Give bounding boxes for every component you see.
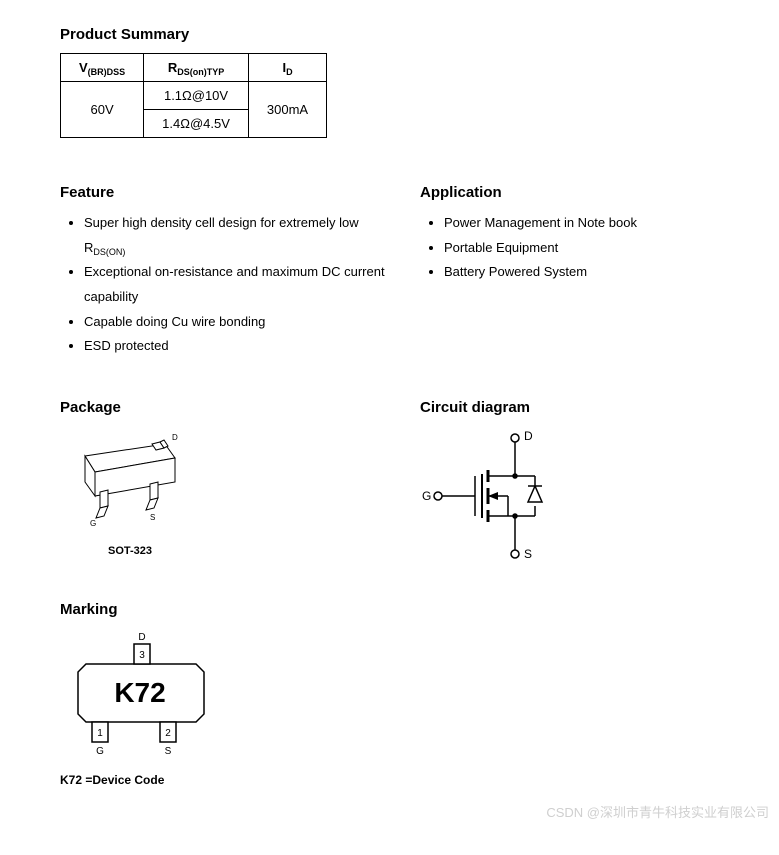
- application-item: Power Management in Note book: [444, 211, 719, 236]
- pin-label-d: D: [172, 433, 178, 442]
- application-item: Portable Equipment: [444, 236, 719, 261]
- cell-rdson-2: 1.4Ω@4.5V: [144, 110, 249, 138]
- feature-item: Capable doing Cu wire bonding: [84, 310, 390, 335]
- marking-pin2-label: S: [165, 746, 172, 757]
- section-title-feature: Feature: [60, 184, 390, 201]
- cell-rdson-1: 1.1Ω@10V: [144, 82, 249, 110]
- th-rdson: RDS(on)TYP: [144, 54, 249, 82]
- section-title-package: Package: [60, 399, 390, 416]
- circuit-diagram: D G S: [420, 426, 580, 566]
- feature-item: Super high density cell design for extre…: [84, 211, 390, 260]
- marking-pin1-num: 1: [97, 728, 103, 739]
- cell-id: 300mA: [248, 82, 326, 138]
- circuit-pin-s: S: [524, 547, 532, 561]
- feature-item: Exceptional on-resistance and maximum DC…: [84, 260, 390, 309]
- package-diagram: D G S: [60, 426, 200, 536]
- pin-label-g: G: [90, 519, 96, 528]
- marking-pin1-label: G: [96, 746, 104, 757]
- section-title-application: Application: [420, 184, 719, 201]
- package-label: SOT-323: [60, 545, 200, 557]
- feature-item: ESD protected: [84, 334, 390, 359]
- circuit-pin-d: D: [524, 429, 533, 443]
- marking-diagram: K72 3 D 1 G 2 S: [60, 628, 230, 758]
- product-summary-table: V(BR)DSS RDS(on)TYP ID 60V 1.1Ω@10V 300m…: [60, 53, 327, 138]
- section-title-product-summary: Product Summary: [60, 26, 719, 43]
- section-title-marking: Marking: [60, 601, 719, 618]
- pin-label-s: S: [150, 513, 155, 522]
- application-item: Battery Powered System: [444, 260, 719, 285]
- section-title-circuit: Circuit diagram: [420, 399, 719, 416]
- feature-list: Super high density cell design for extre…: [60, 211, 390, 359]
- marking-pin3-num: 3: [139, 650, 145, 661]
- marking-pin2-num: 2: [165, 728, 171, 739]
- circuit-pin-g: G: [422, 489, 431, 503]
- cell-vbrdss: 60V: [61, 82, 144, 138]
- th-id: ID: [248, 54, 326, 82]
- watermark: CSDN @深圳市青牛科技实业有限公司: [546, 802, 769, 821]
- marking-code: K72: [114, 677, 165, 708]
- marking-pin3-label: D: [138, 632, 145, 643]
- th-vbrdss: V(BR)DSS: [61, 54, 144, 82]
- application-list: Power Management in Note book Portable E…: [420, 211, 719, 285]
- marking-note: K72 =Device Code: [60, 773, 719, 787]
